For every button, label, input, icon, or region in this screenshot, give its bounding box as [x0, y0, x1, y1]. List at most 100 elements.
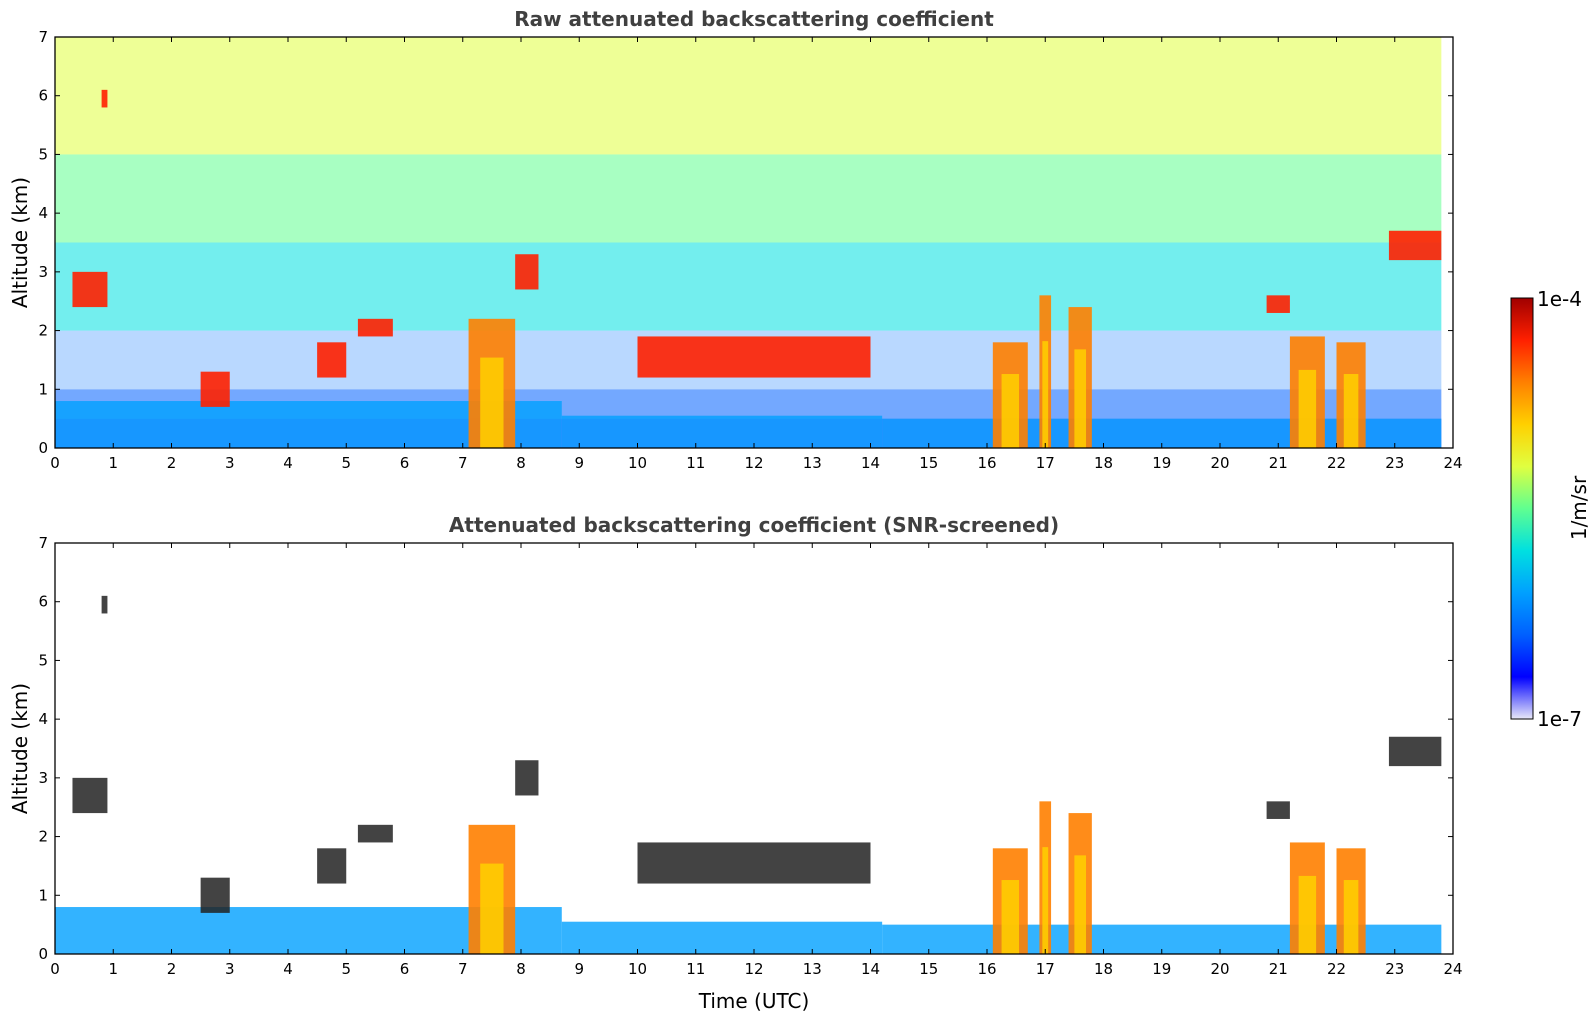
x-tick-label: 5: [341, 454, 351, 472]
x-tick-label: 22: [1327, 960, 1346, 978]
y-axis-ticks: 0 1 2 3 4 5 6 7: [38, 534, 1453, 963]
x-tick-label: 9: [574, 454, 584, 472]
x-tick-label: 20: [1210, 454, 1229, 472]
x-tick-label: 5: [341, 960, 351, 978]
x-tick-label: 9: [574, 960, 584, 978]
cloud: [357, 824, 393, 843]
cloud: [1266, 295, 1290, 313]
cloud: [637, 842, 871, 884]
cloud: [515, 760, 539, 796]
x-tick-label: 6: [400, 454, 410, 472]
x-tick-label: 21: [1269, 454, 1288, 472]
x-tick-label: 1: [108, 960, 118, 978]
cloud: [317, 342, 347, 378]
x-tick-label: 12: [744, 454, 763, 472]
x-tick-label: 11: [686, 960, 705, 978]
x-tick-label: 11: [686, 454, 705, 472]
cloud: [357, 318, 393, 337]
screened-backscatter-panel: Attenuated backscattering coefficient (S…: [8, 513, 1463, 1013]
backscatter-heatmap: [55, 37, 1442, 448]
y-tick-label: 6: [38, 593, 48, 611]
y-tick-label: 3: [38, 769, 48, 787]
cloud: [1388, 230, 1442, 261]
precip-core: [1074, 855, 1087, 954]
y-axis-label: Altitude (km): [8, 683, 32, 814]
plot-frame: [54, 542, 1454, 955]
x-tick-label: 22: [1327, 454, 1346, 472]
precip-core: [1298, 875, 1317, 954]
precip-core: [1042, 847, 1049, 954]
x-tick-label: 16: [977, 454, 996, 472]
x-tick-label: 10: [628, 960, 647, 978]
x-tick-label: 7: [458, 454, 468, 472]
x-tick-label: 19: [1152, 960, 1171, 978]
cloud: [101, 595, 108, 614]
x-tick-label: 14: [861, 454, 880, 472]
y-tick-label: 2: [38, 322, 48, 340]
x-tick-label: 3: [225, 960, 235, 978]
backscatter-heatmap: [55, 595, 1442, 954]
x-tick-label: 17: [1036, 960, 1055, 978]
x-tick-label: 15: [919, 454, 938, 472]
chart-title: Attenuated backscattering coefficient (S…: [449, 513, 1059, 537]
colorbar-unit-label: 1/m/sr: [1567, 475, 1591, 540]
precip-core: [1001, 374, 1020, 448]
cloud: [515, 254, 539, 290]
cloud: [200, 877, 230, 913]
aerosol-layer: [561, 415, 883, 448]
precip-core: [480, 357, 504, 448]
x-tick-label: 21: [1269, 960, 1288, 978]
x-tick-label: 2: [167, 960, 177, 978]
y-tick-label: 7: [38, 28, 48, 46]
y-tick-label: 5: [38, 145, 48, 163]
colorbar-min-label: 1e-7: [1537, 707, 1582, 731]
x-tick-label: 8: [516, 960, 526, 978]
precip-core: [1074, 349, 1087, 448]
x-tick-label: 13: [803, 960, 822, 978]
x-tick-label: 23: [1385, 454, 1404, 472]
x-tick-label: 13: [803, 454, 822, 472]
x-tick-label: 24: [1443, 960, 1462, 978]
y-tick-label: 4: [38, 204, 48, 222]
x-tick-label: 16: [977, 960, 996, 978]
x-tick-label: 24: [1443, 454, 1462, 472]
y-tick-label: 1: [38, 380, 48, 398]
x-tick-label: 10: [628, 454, 647, 472]
x-tick-label: 7: [458, 960, 468, 978]
background-signal-band: [55, 154, 1442, 243]
x-tick-label: 4: [283, 454, 293, 472]
colorbar-max-label: 1e-4: [1537, 287, 1582, 311]
x-tick-label: 0: [50, 960, 60, 978]
x-tick-label: 8: [516, 454, 526, 472]
x-tick-label: 2: [167, 454, 177, 472]
x-tick-label: 23: [1385, 960, 1404, 978]
background-signal-band: [55, 242, 1442, 331]
x-tick-label: 12: [744, 960, 763, 978]
colorbar: 1e-4 1e-7 1/m/sr: [1510, 287, 1591, 731]
x-tick-label: 15: [919, 960, 938, 978]
cloud: [72, 777, 108, 814]
precip-core: [1343, 374, 1359, 448]
y-tick-label: 3: [38, 263, 48, 281]
y-tick-label: 2: [38, 828, 48, 846]
x-axis-ticks: 0 1 2 3 4 5 6 7 8 9 10 11 12 13 14 15 16 17 18 19 20 21 22 23 24: [50, 37, 1463, 472]
x-axis-label: Time (UTC): [698, 989, 810, 1013]
cloud: [637, 336, 871, 378]
x-tick-label: 0: [50, 454, 60, 472]
precip-core: [1343, 880, 1359, 954]
x-tick-label: 18: [1094, 454, 1113, 472]
x-tick-label: 19: [1152, 454, 1171, 472]
precip-core: [480, 863, 504, 954]
background-signal-band: [55, 37, 1442, 155]
x-tick-label: 4: [283, 960, 293, 978]
x-tick-label: 20: [1210, 960, 1229, 978]
x-tick-label: 18: [1094, 960, 1113, 978]
x-tick-label: 1: [108, 454, 118, 472]
x-tick-label: 17: [1036, 454, 1055, 472]
x-tick-label: 6: [400, 960, 410, 978]
x-axis-ticks: 0 1 2 3 4 5 6 7 8 9 10 11 12 13 14 15 16 17 18 19 20 21 22 23 24: [50, 543, 1463, 978]
cloud: [1266, 801, 1290, 819]
chart-title: Raw attenuated backscattering coefficien…: [514, 7, 994, 31]
y-tick-label: 4: [38, 710, 48, 728]
